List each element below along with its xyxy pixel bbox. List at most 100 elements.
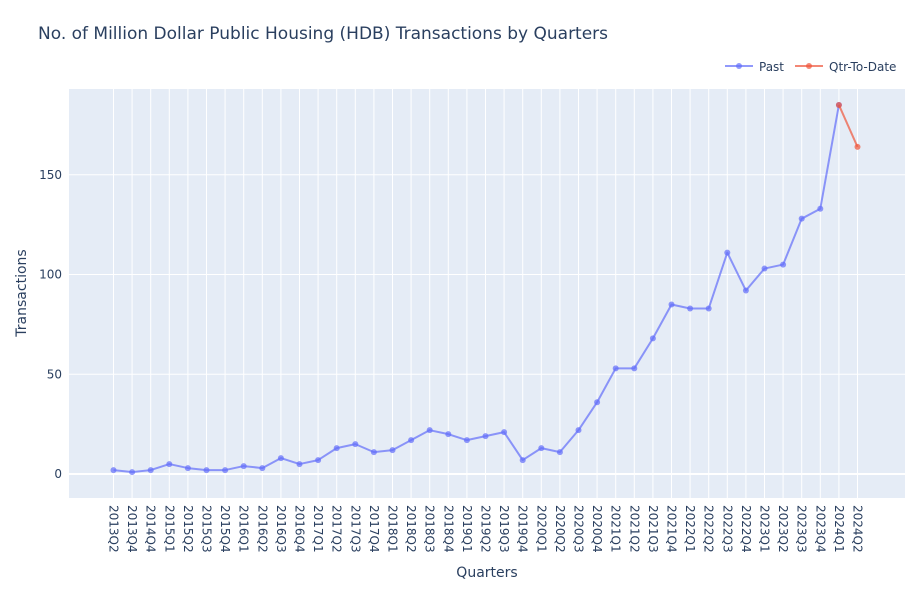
y-tick-label-50: 50 [47,367,62,381]
x-tick-label-2016Q3: 2016Q3 [274,505,288,553]
data-point-2017Q1[interactable] [315,457,322,464]
y-tick-label-100: 100 [39,268,62,282]
x-tick-label-2024Q1: 2024Q1 [832,505,846,553]
data-point-2021Q3[interactable] [649,335,656,342]
x-tick-label-2020Q4: 2020Q4 [590,505,604,553]
data-point-2023Q3[interactable] [798,215,805,222]
x-tick-label-2021Q3: 2021Q3 [646,505,660,553]
data-point-2017Q4[interactable] [370,449,377,456]
x-tick-label-2024Q2: 2024Q2 [851,505,865,553]
series-qtr-to-date [835,101,861,150]
data-point-2023Q1[interactable] [761,265,768,272]
data-point-2022Q1[interactable] [687,305,694,312]
x-tick-label-2018Q3: 2018Q3 [423,505,437,553]
data-point-2022Q2[interactable] [705,305,712,312]
data-point-2016Q4[interactable] [296,461,303,468]
x-tick-label-2021Q4: 2021Q4 [665,505,679,553]
series-line [837,104,859,148]
y-tick-label-150: 150 [39,168,62,182]
x-tick-label-2019Q3: 2019Q3 [497,505,511,553]
x-tick-label-2018Q1: 2018Q1 [386,505,400,553]
y-tick-label-0: 0 [54,467,62,481]
data-point-2021Q2[interactable] [631,365,638,372]
data-point-2015Q3[interactable] [203,467,210,474]
x-tick-label-2019Q2: 2019Q2 [479,505,493,553]
series-layer [110,101,861,476]
data-point-2021Q1[interactable] [612,365,619,372]
data-point-2019Q4[interactable] [519,457,526,464]
data-point-2019Q2[interactable] [482,433,489,440]
x-tick-label-2020Q3: 2020Q3 [572,505,586,553]
legend-qtd-marker-icon [806,63,812,69]
data-point-2023Q2[interactable] [780,261,787,268]
x-tick-label-2015Q3: 2015Q3 [200,505,214,553]
data-point-2017Q2[interactable] [333,445,340,452]
x-tick-label-2021Q2: 2021Q2 [627,505,641,553]
y-axis-title: Transactions [14,249,30,337]
x-tick-label-2023Q4: 2023Q4 [813,505,827,553]
data-point-2016Q1[interactable] [240,463,247,470]
data-point-2017Q3[interactable] [352,441,359,448]
data-point-2021Q4[interactable] [668,301,675,308]
x-tick-label-2022Q1: 2022Q1 [683,505,697,553]
data-point-2016Q3[interactable] [277,455,284,462]
data-point-2020Q1[interactable] [538,445,545,452]
x-tick-label-2020Q2: 2020Q2 [553,505,567,553]
data-point-2024Q2[interactable] [854,143,861,150]
x-tick-label-2013Q4: 2013Q4 [125,505,139,553]
data-point-2020Q3[interactable] [575,427,582,434]
data-point-2018Q4[interactable] [445,431,452,438]
x-tick-label-2019Q4: 2019Q4 [516,505,530,553]
data-point-2013Q4[interactable] [129,469,136,476]
x-tick-label-2023Q1: 2023Q1 [758,505,772,553]
x-tick-label-2017Q4: 2017Q4 [367,505,381,553]
data-point-2020Q4[interactable] [594,399,601,406]
series-line [113,104,840,474]
x-tick-label-2023Q3: 2023Q3 [795,505,809,553]
x-tick-label-2021Q1: 2021Q1 [609,505,623,553]
x-tick-label-2016Q2: 2016Q2 [255,505,269,553]
data-point-2018Q1[interactable] [389,447,396,454]
x-tick-label-2016Q4: 2016Q4 [293,505,307,553]
y-tick-labels: 0 50 100 150 [39,168,62,481]
data-point-2015Q4[interactable] [222,467,229,474]
data-point-2015Q2[interactable] [184,465,191,472]
data-point-2024Q1[interactable] [835,101,842,108]
x-tick-label-2015Q4: 2015Q4 [218,505,232,553]
data-point-2016Q2[interactable] [259,465,266,472]
data-point-2023Q4[interactable] [817,205,824,212]
x-tick-label-2020Q1: 2020Q1 [534,505,548,553]
data-point-2022Q4[interactable] [742,287,749,294]
grid-lines [69,89,905,498]
x-tick-label-2022Q3: 2022Q3 [720,505,734,553]
plot-area [69,89,905,498]
x-tick-label-2014Q4: 2014Q4 [144,505,158,553]
data-point-2013Q2[interactable] [110,467,117,474]
legend-qtd-label: Qtr-To-Date [829,60,896,74]
data-point-2022Q3[interactable] [724,249,731,256]
data-point-2020Q2[interactable] [556,449,563,456]
x-tick-label-2015Q2: 2015Q2 [181,505,195,553]
data-point-2018Q2[interactable] [408,437,415,444]
x-axis-title: Quarters [456,565,517,581]
series-past [110,101,842,476]
legend-item-past[interactable]: Past [725,60,784,74]
x-tick-label-2017Q1: 2017Q1 [311,505,325,553]
x-tick-label-2022Q4: 2022Q4 [739,505,753,553]
x-tick-label-2017Q2: 2017Q2 [330,505,344,553]
data-point-2019Q1[interactable] [463,437,470,444]
data-point-2019Q3[interactable] [501,429,508,436]
data-point-2015Q1[interactable] [166,461,173,468]
x-tick-label-2018Q4: 2018Q4 [441,505,455,553]
x-tick-label-2013Q2: 2013Q2 [107,505,121,553]
x-tick-labels: 2013Q2 2013Q4 2014Q4 2015Q1 2015Q2 2015Q3 2015… [107,505,865,553]
legend: Past Qtr-To-Date [725,60,896,74]
legend-item-qtr-to-date[interactable]: Qtr-To-Date [795,60,896,74]
x-tick-label-2017Q3: 2017Q3 [348,505,362,553]
x-tick-label-2022Q2: 2022Q2 [702,505,716,553]
data-point-2018Q3[interactable] [426,427,433,434]
data-point-2014Q4[interactable] [147,467,154,474]
x-tick-label-2023Q2: 2023Q2 [776,505,790,553]
x-tick-label-2018Q2: 2018Q2 [404,505,418,553]
